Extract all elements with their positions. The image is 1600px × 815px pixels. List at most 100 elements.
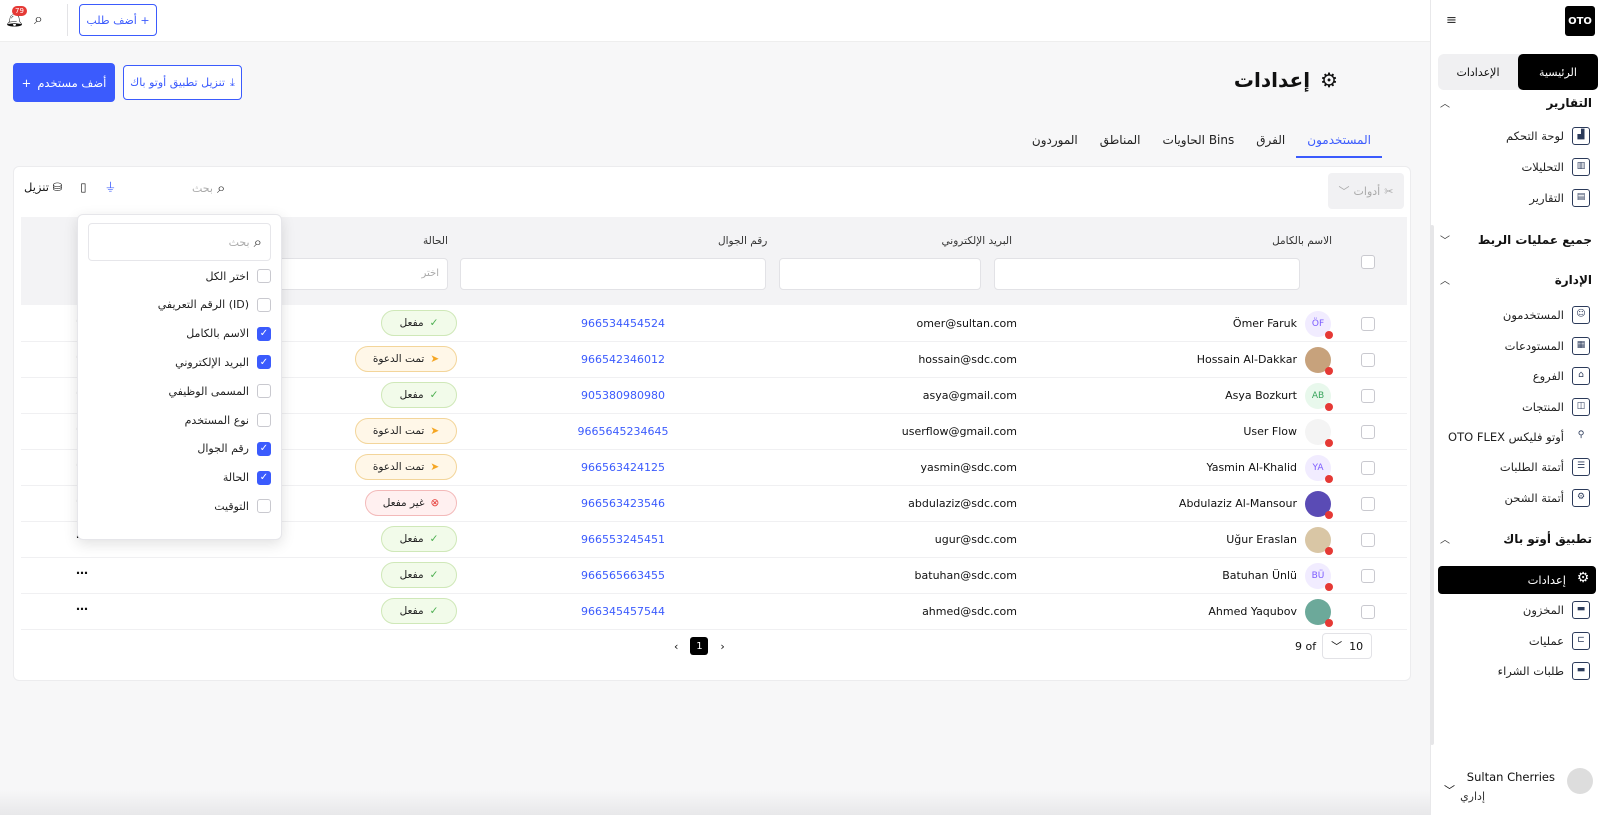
more-actions-icon[interactable]: ⋯	[76, 602, 89, 616]
tab-teams[interactable]: الفرق	[1256, 133, 1286, 147]
chevron-down-icon[interactable]: ﹀	[1444, 784, 1455, 797]
status-dot	[1325, 511, 1333, 519]
sidebar-item-label: المنتجات	[1521, 400, 1564, 414]
user-name-cell: Uğur Eraslan	[1226, 533, 1297, 546]
row-checkbox[interactable]	[1361, 605, 1375, 619]
status-label: تمت الدعوة	[372, 461, 425, 473]
select-all-checkbox[interactable]	[1361, 255, 1375, 269]
phone-link[interactable]: 966563423546	[581, 497, 665, 510]
header-name: الاسم بالكامل	[1272, 235, 1332, 247]
column-option[interactable]: الرقم التعريفي (ID)	[158, 295, 271, 315]
filter-icon[interactable]: ⏚	[104, 180, 117, 194]
toggle-home[interactable]: الرئيسية	[1518, 54, 1598, 90]
tab-zones[interactable]: المناطق	[1099, 133, 1141, 147]
section-app[interactable]: ︿ تطبيق أوتو باك	[1430, 531, 1592, 547]
tab-users[interactable]: المستخدمون	[1296, 124, 1382, 158]
sidebar-item-users[interactable]: المستخدمون ☺	[1501, 301, 1592, 329]
columns-icon[interactable]: ▯	[80, 180, 87, 194]
phone-link[interactable]: 966345457544	[581, 605, 665, 618]
search-icon[interactable]: ⌕	[34, 9, 43, 28]
email-filter-input[interactable]	[779, 258, 981, 290]
phone-link[interactable]: 966553245451	[581, 533, 665, 546]
column-option[interactable]: نوع المستخدم	[185, 410, 271, 430]
column-option[interactable]: اختر الكل	[205, 266, 271, 286]
section-integrations[interactable]: ﹀ جميع عمليات الربط	[1430, 232, 1592, 248]
phone-link[interactable]: 966563424125	[581, 461, 665, 474]
sidebar-item-order-automation[interactable]: أتمتة الطلبات ☰	[1498, 453, 1592, 481]
status-filter-select[interactable]: اختر	[268, 258, 448, 290]
sidebar-item-warehouses[interactable]: المستودعات ▦	[1503, 332, 1592, 360]
sidebar-item-label: المخزون	[1522, 603, 1564, 617]
sidebar-item-reports[interactable]: التقارير ▤	[1527, 184, 1592, 212]
status-badge: مفعل ✓	[381, 310, 457, 336]
bottom-fade	[0, 790, 1430, 815]
phone-link[interactable]: 966542346012	[581, 353, 665, 366]
column-checkbox[interactable]: ✓	[257, 355, 271, 370]
row-checkbox[interactable]	[1361, 533, 1375, 547]
name-filter-input[interactable]	[994, 258, 1300, 290]
column-option[interactable]: الحالة ✓	[223, 468, 271, 488]
row-checkbox[interactable]	[1361, 389, 1375, 403]
add-order-button[interactable]: أضف طلب +	[79, 4, 157, 36]
sidebar-item-shipping-automation[interactable]: أتمتة الشحن ⚙	[1503, 484, 1592, 512]
sidebar-item-purchase-orders[interactable]: طلبات الشراء ▬	[1496, 657, 1592, 685]
sidebar-item-oto-flex[interactable]: OTO FLEX أوتو فليكس ⚲	[1446, 423, 1592, 451]
column-checkbox[interactable]: ✓	[257, 441, 271, 456]
column-checkbox[interactable]	[257, 384, 271, 399]
sidebar-item-inventory[interactable]: المخزون ▬	[1521, 596, 1592, 624]
column-option[interactable]: المسمى الوظيفي	[168, 381, 271, 401]
phone-link[interactable]: 966565663455	[581, 569, 665, 582]
table-search[interactable]: بحث ⌕	[192, 179, 225, 197]
phone-link[interactable]: 966534454524	[581, 317, 665, 330]
toggle-settings[interactable]: الإعدادات	[1456, 65, 1500, 79]
section-reports[interactable]: ︿ التقارير	[1430, 95, 1592, 111]
chevron-left-icon[interactable]: ‹	[674, 639, 679, 653]
header-email: البريد الإلكتروني	[941, 235, 1012, 247]
sidebar-item-settings[interactable]: إعدادات ⚙	[1438, 566, 1596, 594]
column-search-input[interactable]: بحث ⌕	[88, 223, 271, 261]
user-name-cell: Batuhan Ünlü	[1222, 569, 1297, 582]
sidebar-scrollbar[interactable]	[1430, 225, 1434, 745]
column-checkbox[interactable]	[257, 297, 271, 312]
per-page-select[interactable]: ﹀ 10	[1322, 633, 1373, 659]
row-checkbox[interactable]	[1361, 353, 1375, 367]
tools-button[interactable]: ﹀ أدوات ✂	[1328, 173, 1404, 209]
email-cell: omer@sultan.com	[916, 317, 1017, 330]
phone-link[interactable]: 905380980980	[581, 389, 665, 402]
tab-suppliers[interactable]: الموردون	[1031, 133, 1078, 147]
search-icon: ⌕	[253, 233, 262, 251]
column-checkbox[interactable]: ✓	[257, 326, 271, 341]
phone-link[interactable]: 9665645234645	[577, 425, 669, 438]
sidebar-item-dashboard[interactable]: لوحة التحكم ▟	[1504, 122, 1592, 150]
column-checkbox[interactable]: ✓	[257, 470, 271, 485]
section-admin[interactable]: ︿ الإدارة	[1430, 272, 1592, 288]
sidebar-item-branches[interactable]: الفروع ⌂	[1531, 362, 1592, 390]
row-checkbox[interactable]	[1361, 497, 1375, 511]
chevron-up-icon: ︿	[1440, 99, 1450, 110]
sidebar-item-label: الفروع	[1532, 369, 1564, 383]
runner-icon: ⚲	[1577, 430, 1585, 440]
page-number[interactable]: 1	[690, 637, 709, 655]
download-button[interactable]: تنزيل ⛁	[24, 180, 62, 194]
more-actions-icon[interactable]: ⋯	[76, 566, 89, 580]
column-checkbox[interactable]	[257, 269, 271, 283]
sidebar-item-products[interactable]: المنتجات ◫	[1520, 393, 1592, 421]
column-option[interactable]: الاسم بالكامل ✓	[186, 324, 271, 344]
row-checkbox[interactable]	[1361, 461, 1375, 475]
sidebar-item-operations[interactable]: عمليات ⊏	[1527, 627, 1592, 655]
download-app-button[interactable]: تنزيل تطبيق أوتو باك ⤓	[123, 65, 242, 100]
phone-filter-input[interactable]	[460, 258, 766, 290]
row-checkbox[interactable]	[1361, 425, 1375, 439]
column-checkbox[interactable]	[257, 499, 271, 514]
column-option[interactable]: رقم الجوال ✓	[197, 439, 271, 459]
column-option[interactable]: التوقيت	[214, 496, 271, 516]
add-user-button[interactable]: + أضف مستخدم	[13, 63, 115, 102]
sidebar-item-analytics[interactable]: التحليلات ▥	[1519, 153, 1592, 181]
menu-collapse-icon[interactable]: ≡	[1446, 13, 1457, 28]
column-checkbox[interactable]	[257, 413, 271, 427]
row-checkbox[interactable]	[1361, 317, 1375, 331]
tab-bins[interactable]: الحاويات Bins	[1162, 133, 1235, 147]
row-checkbox[interactable]	[1361, 569, 1375, 583]
column-option[interactable]: البريد الإلكتروني ✓	[175, 352, 271, 372]
chevron-right-icon[interactable]: ›	[720, 639, 725, 653]
